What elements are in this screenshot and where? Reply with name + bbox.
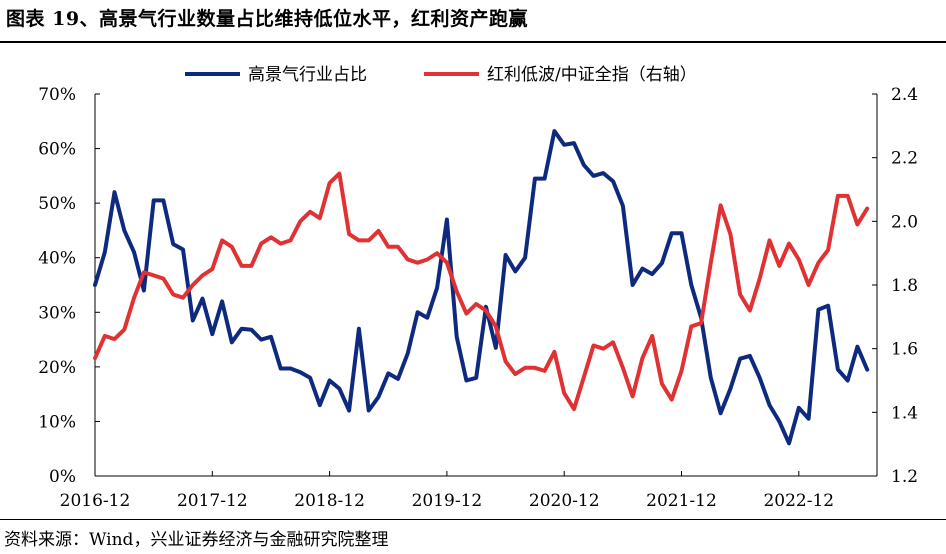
- right-tick-label: 1.6: [891, 340, 918, 360]
- figure-title: 图表 19、高景气行业数量占比维持低位水平，红利资产跑赢: [6, 8, 529, 30]
- right-tick-label: 1.2: [891, 467, 918, 487]
- left-tick-label: 70%: [38, 85, 76, 105]
- left-tick-label: 0%: [49, 467, 76, 487]
- x-tick-label: 2022-12: [763, 491, 834, 511]
- bottom-rule: [0, 519, 946, 520]
- left-tick-label: 20%: [38, 358, 76, 378]
- x-tick-label: 2021-12: [646, 491, 717, 511]
- title-rule: [0, 41, 946, 43]
- x-tick-label: 2019-12: [412, 491, 483, 511]
- right-tick-label: 2.2: [891, 149, 918, 169]
- right-tick-label: 2.4: [891, 85, 918, 105]
- left-tick-label: 60%: [38, 140, 76, 160]
- left-tick-label: 40%: [38, 249, 76, 269]
- left-tick-label: 10%: [38, 412, 76, 432]
- x-tick-label: 2016-12: [60, 491, 131, 511]
- series-line-dividend-ratio: [93, 171, 870, 412]
- x-tick-label: 2020-12: [529, 491, 600, 511]
- x-tick-label: 2018-12: [294, 491, 365, 511]
- source-note: 资料来源：Wind，兴业证券经济与金融研究院整理: [4, 530, 389, 550]
- left-tick-label: 30%: [38, 303, 76, 323]
- x-tick-label: 2017-12: [177, 491, 248, 511]
- right-tick-label: 1.4: [891, 403, 918, 423]
- left-tick-label: 50%: [38, 194, 76, 214]
- series-line-high-prosperity: [93, 129, 870, 446]
- legend-label-high-prosperity: 高景气行业占比: [248, 65, 367, 85]
- legend: 高景气行业占比 红利低波/中证全指（右轴）: [185, 65, 697, 85]
- legend-label-dividend-ratio: 红利低波/中证全指（右轴）: [487, 65, 697, 85]
- right-tick-label: 1.8: [891, 276, 918, 296]
- plot-area: 0% 10% 20% 30% 40% 50% 60% 70% 1.2 1.4 1.6 1.8 2.0 2.…: [38, 85, 918, 511]
- dual-axis-line-chart: 高景气行业占比 红利低波/中证全指（右轴） 0% 10% 20% 30% 40% 50% 6…: [38, 65, 918, 511]
- right-tick-label: 2.0: [891, 212, 918, 232]
